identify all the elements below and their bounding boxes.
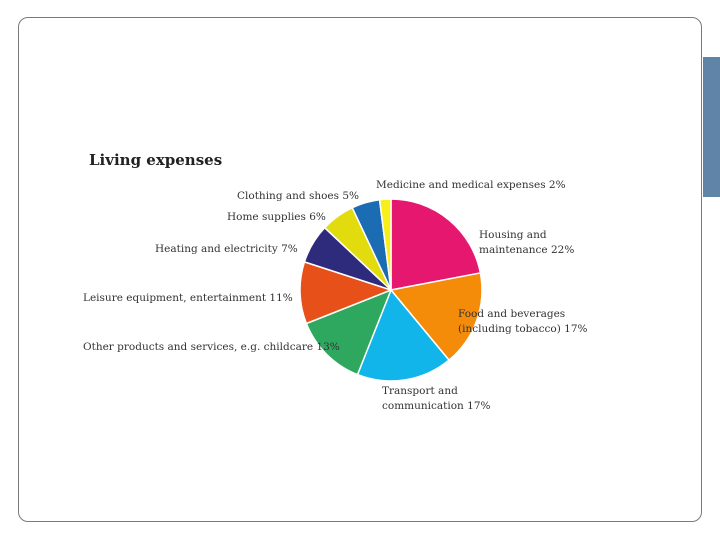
label-home-supplies: Home supplies 6% (227, 210, 326, 225)
label-medicine: Medicine and medical expenses 2% (376, 178, 566, 193)
label-medicine-line1: Medicine and medical expenses 2% (376, 179, 566, 191)
label-home-supplies-line1: Home supplies 6% (227, 211, 326, 223)
pie-slice-transport (356, 288, 451, 382)
label-food-line2: (including tobacco) 17% (458, 323, 588, 335)
label-transport: Transport and communication 17% (382, 384, 490, 414)
pie-slice-housing (390, 198, 482, 291)
side-tab (703, 57, 720, 197)
pie-slice-medicine (378, 198, 392, 291)
label-food-line1: Food and beverages (458, 308, 566, 320)
label-leisure: Leisure equipment, entertainment 11% (83, 291, 293, 306)
label-housing-line1: Housing and (479, 229, 547, 241)
label-other: Other products and services, e.g. childc… (83, 340, 340, 355)
label-other-line1: Other products and services, e.g. childc… (83, 341, 340, 353)
pie-slice-other (305, 288, 393, 376)
label-food: Food and beverages (including tobacco) 1… (458, 307, 588, 337)
label-heating: Heating and electricity 7% (155, 242, 298, 257)
label-clothing: Clothing and shoes 5% (237, 189, 359, 204)
label-housing-line2: maintenance 22% (479, 244, 575, 256)
label-transport-line2: communication 17% (382, 400, 491, 412)
label-housing: Housing and maintenance 22% (479, 228, 574, 258)
chart-title: Living expenses (89, 151, 223, 169)
label-clothing-line1: Clothing and shoes 5% (237, 190, 360, 202)
pie-slice-food (389, 272, 483, 362)
label-transport-line1: Transport and (382, 385, 458, 397)
label-leisure-line1: Leisure equipment, entertainment 11% (83, 292, 293, 304)
label-heating-line1: Heating and electricity 7% (155, 243, 298, 255)
